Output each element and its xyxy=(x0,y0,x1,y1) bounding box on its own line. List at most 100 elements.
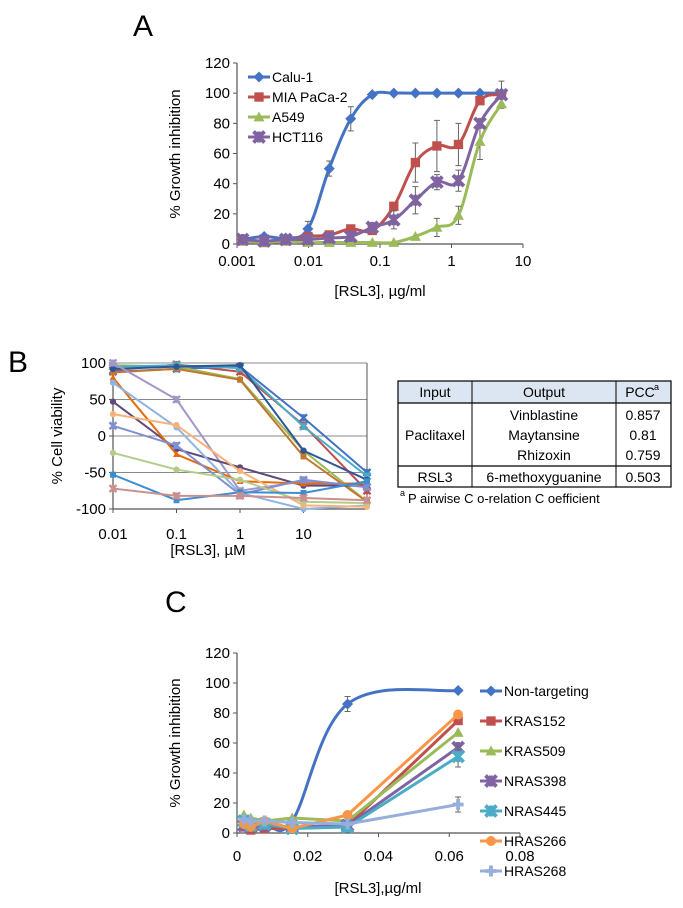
legend-item: HCT116 xyxy=(248,129,323,145)
cell-output: Maytansine xyxy=(508,427,580,443)
y-tick-label: 80 xyxy=(213,115,230,132)
square-marker xyxy=(300,453,307,460)
x-tick-label: 10 xyxy=(295,526,312,543)
legend-item: NRAS398 xyxy=(480,773,566,789)
y-tick-label: 0 xyxy=(222,236,230,253)
triangle-marker xyxy=(409,230,421,241)
triangle-marker xyxy=(173,450,180,458)
legend-item: Non-targeting xyxy=(480,683,589,699)
legend-item: HRAS268 xyxy=(480,863,566,879)
y-tick-label: 0 xyxy=(222,825,230,842)
square-marker xyxy=(254,92,264,102)
legend-label: NRAS398 xyxy=(504,773,566,789)
y-axis-label-b: % Cell viability xyxy=(49,387,66,484)
y-tick-label: 100 xyxy=(205,675,230,692)
cell-input: Paclitaxel xyxy=(405,427,465,443)
legend-item: Calu-1 xyxy=(248,69,313,85)
diamond-marker xyxy=(323,163,335,175)
y-tick-label: 120 xyxy=(205,645,230,662)
cell-output: 6-methoxyguanine xyxy=(486,469,601,485)
diamond-marker xyxy=(388,87,400,99)
y-tick-label: 20 xyxy=(213,795,230,812)
y-tick-label: 100 xyxy=(81,355,106,372)
star-marker xyxy=(299,413,308,423)
circle-marker xyxy=(109,379,117,386)
triangle-marker xyxy=(452,727,464,737)
legend-label: HRAS266 xyxy=(504,833,566,849)
star-marker xyxy=(172,441,181,450)
legend-item: KRAS509 xyxy=(480,743,566,759)
legend-label: HCT116 xyxy=(272,129,323,145)
star-marker xyxy=(172,395,181,404)
cell-output: Vinblastine xyxy=(510,407,578,423)
star-marker xyxy=(108,484,118,493)
diamond-marker xyxy=(485,685,497,697)
y-tick-label: -100 xyxy=(76,501,106,518)
legend-item: HRAS266 xyxy=(480,833,566,849)
diamond-marker xyxy=(302,223,314,235)
legend-label: Non-targeting xyxy=(504,683,589,699)
series-14 xyxy=(108,484,372,505)
star-marker xyxy=(299,475,308,485)
pcc-table: Input Output PCC a Paclitaxel Vinblastin… xyxy=(397,380,672,506)
circle-marker xyxy=(109,410,117,418)
series-hct116 xyxy=(235,87,509,248)
star-marker xyxy=(108,358,118,368)
circle-marker xyxy=(486,836,496,846)
circle-marker xyxy=(109,398,117,405)
y-tick-label: 0 xyxy=(98,428,106,445)
x-tick-label: 0.06 xyxy=(435,848,464,865)
triangle-marker xyxy=(485,745,497,756)
star-marker xyxy=(473,116,487,131)
y-tick-label: 20 xyxy=(213,206,230,223)
circle-marker xyxy=(109,449,117,456)
square-marker xyxy=(453,715,463,726)
triangle-marker xyxy=(109,374,117,381)
circle-marker xyxy=(236,362,244,369)
header-output: Output xyxy=(523,384,565,400)
circle-marker xyxy=(287,823,298,834)
star-marker xyxy=(322,231,337,245)
cell-pcc: 0.759 xyxy=(625,447,660,463)
x-tick-label: 0.001 xyxy=(218,253,256,270)
y-tick-label: 50 xyxy=(89,392,106,409)
y-tick-label: 100 xyxy=(205,85,230,102)
square-marker xyxy=(453,139,464,150)
plus-marker xyxy=(245,815,257,827)
chart-b: [RSL3], µM % Cell viability -100 -50 0 50 10… xyxy=(49,355,372,559)
star-marker xyxy=(494,87,509,102)
table-border xyxy=(397,380,672,488)
chart-a: [RSL3], µg/ml % Growth inhibition 0 20 40 6… xyxy=(167,55,531,300)
star-marker xyxy=(362,482,372,492)
x-axis-label-b: [RSL3], µM xyxy=(170,542,245,559)
series-hras266 xyxy=(238,709,464,834)
x-tick-label: 0.02 xyxy=(293,848,322,865)
legend-item: KRAS152 xyxy=(480,713,566,729)
header-input: Input xyxy=(419,384,450,400)
circle-marker xyxy=(173,421,180,429)
diamond-marker xyxy=(345,113,357,125)
star-marker xyxy=(484,774,498,788)
square-marker xyxy=(173,497,180,504)
y-tick-label: -50 xyxy=(84,465,106,482)
circle-marker xyxy=(245,822,256,832)
triangle-marker xyxy=(452,209,464,220)
diamond-marker xyxy=(431,87,443,99)
legend-item: NRAS445 xyxy=(480,803,566,819)
square-marker xyxy=(110,471,116,478)
star-marker xyxy=(172,491,181,501)
legend-label: NRAS445 xyxy=(504,803,566,819)
y-axis-label-c: % Growth inhibition xyxy=(167,678,184,807)
table-footnote: P airwise C o-relation C oefficient xyxy=(408,491,600,506)
circle-marker xyxy=(453,709,464,720)
x-axis-label-c: [RSL3],µg/ml xyxy=(334,880,421,897)
y-tick-label: 80 xyxy=(213,705,230,722)
y-tick-label: 40 xyxy=(213,765,230,782)
panel-label-c: C xyxy=(165,586,187,619)
square-marker xyxy=(410,157,421,168)
plus-marker xyxy=(452,799,464,810)
x-tick-label: 0.01 xyxy=(294,253,323,270)
x-tick-label: 0.01 xyxy=(98,526,127,543)
triangle-marker xyxy=(366,236,378,247)
